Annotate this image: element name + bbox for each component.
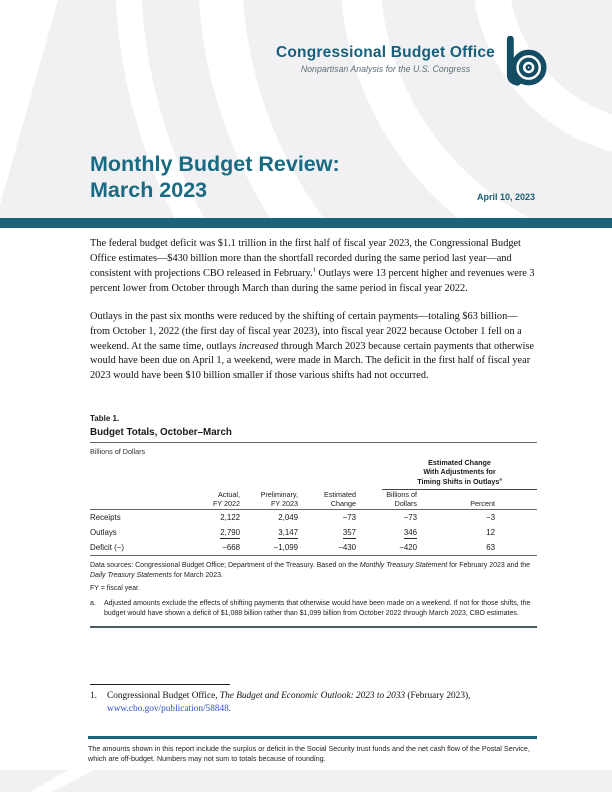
table-title: Budget Totals, October–March — [90, 427, 537, 443]
row-label: Receipts — [90, 512, 121, 522]
footnote-a-marker: a. — [90, 600, 96, 608]
table-row-receipts: Receipts 2,122 2,049 −73 −73 −3 — [90, 509, 537, 525]
table-cell: −73 — [403, 512, 417, 522]
footnote-a: a. Adjusted amounts exclude the effects … — [90, 599, 537, 619]
fy-note: FY = fiscal year. — [90, 585, 140, 593]
column-header-row: Actual, FY 2022 Preliminary, FY 2023 Estim… — [90, 490, 537, 510]
footnote-rule — [90, 684, 230, 685]
table-number-label: Table 1. — [90, 414, 120, 423]
page-footer: The amounts shown in this report include… — [88, 736, 537, 765]
row-label: Deficit (−) — [90, 539, 178, 556]
footer-text: The amounts shown in this report include… — [88, 744, 530, 764]
column-header-estimated-change: Estimated Change — [298, 490, 356, 510]
spanner-row: Estimated Change With Adjustments for Ti… — [90, 458, 537, 491]
body-paragraph-2: Outlays in the past six months were redu… — [90, 310, 534, 382]
footnote-citation: Congressional Budget Office, The Budget … — [107, 691, 471, 701]
column-header-billions: Billions of Dollars — [356, 490, 417, 510]
report-title-line1: Monthly Budget Review: — [90, 152, 340, 176]
footnote-url-link[interactable]: www.cbo.gov/publication/58848. — [107, 703, 232, 714]
table-row-deficit: Deficit (−) −668 −1,099 −430 −420 63 — [90, 539, 537, 556]
brand-header: Congressional Budget Office Nonpartisan … — [276, 36, 547, 88]
report-date: April 10, 2023 — [476, 192, 535, 202]
report-title-line2: March 2023 — [90, 178, 208, 203]
column-header-preliminary: Preliminary, FY 2023 — [240, 490, 298, 510]
body-text: The federal budget deficit was $1.1 tril… — [90, 237, 537, 384]
table-cell: 63 — [417, 539, 537, 556]
report-title: Monthly Budget Review: March 2023 — [90, 151, 340, 203]
table-cell: 2,122 — [220, 512, 240, 522]
spanner-heading: Estimated Change With Adjustments for Ti… — [382, 458, 537, 491]
data-sources-note: Data sources: Congressional Budget Offic… — [90, 561, 531, 579]
table-cell: 2,790 — [220, 527, 240, 539]
footnote-section: 1. Congressional Budget Office, The Budg… — [90, 684, 537, 716]
footnote-a-text: Adjusted amounts exclude the effects of … — [104, 600, 531, 617]
table-cell: 3,147 — [278, 527, 298, 539]
table-cell: 357 — [342, 527, 356, 539]
accent-band — [0, 218, 612, 228]
table-bottom-rule — [90, 625, 537, 628]
row-label: Outlays — [90, 527, 117, 537]
table-unit-label: Billions of Dollars — [90, 447, 146, 456]
table-cell: −420 — [356, 539, 417, 556]
table-notes: Data sources: Congressional Budget Offic… — [90, 561, 537, 628]
column-header-actual: Actual, FY 2022 — [178, 490, 240, 510]
footnote-body: Congressional Budget Office, The Budget … — [107, 690, 470, 716]
column-header-percent: Percent — [417, 490, 537, 510]
body-paragraph-1: The federal budget deficit was $1.1 tril… — [90, 238, 535, 294]
brand-title: Congressional Budget Office — [276, 44, 495, 61]
table-cell: −1,099 — [240, 539, 298, 556]
table-cell: 346 — [403, 527, 417, 539]
footnote-marker: 1. — [90, 691, 97, 701]
table-cell: −430 — [298, 539, 356, 556]
table-row-outlays: Outlays 2,790 3,147 357 346 12 — [90, 525, 537, 540]
table-cell: −668 — [178, 539, 240, 556]
footer-arcs-decoration — [0, 770, 612, 792]
cbo-logo-icon — [506, 36, 547, 86]
table-cell: 2,049 — [278, 512, 298, 522]
table-section: Table 1. Budget Totals, October–March Bi… — [90, 414, 537, 628]
table-cell: −73 — [342, 512, 356, 522]
budget-totals-table: Estimated Change With Adjustments for Ti… — [90, 458, 537, 556]
table-cell: −3 — [486, 512, 495, 522]
brand-text: Congressional Budget Office Nonpartisan … — [276, 36, 495, 74]
header-arcs-decoration — [0, 0, 612, 218]
table-cell: 12 — [486, 527, 495, 537]
brand-tagline: Nonpartisan Analysis for the U.S. Congre… — [300, 64, 471, 74]
